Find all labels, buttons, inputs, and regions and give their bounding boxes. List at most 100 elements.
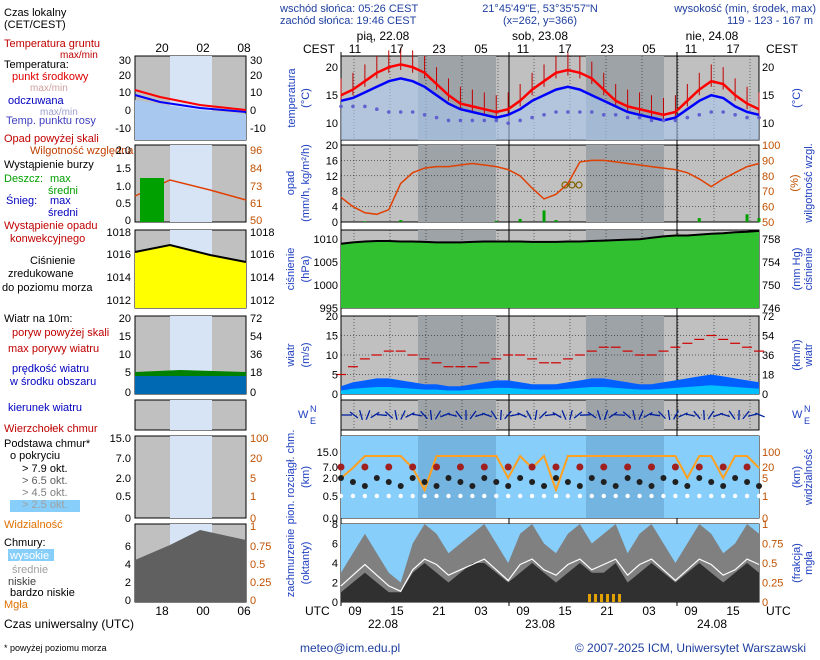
sky-bg — [341, 436, 759, 518]
legend-ytick-right: 1 — [250, 491, 256, 503]
pressure-axis-label-right: ciśnienie — [803, 248, 815, 291]
cloud-base-dot — [481, 475, 488, 481]
utc-hour: 09 — [516, 604, 530, 618]
cloud-base-dot — [612, 483, 619, 489]
wind-dir-arrow — [490, 410, 498, 420]
legend-okt: > 4.5 okt. — [22, 487, 68, 499]
precip-bar — [399, 220, 403, 222]
ytick-right: 18 — [762, 370, 774, 382]
ytick-right: 0.5 — [762, 558, 777, 570]
footer-email: meteo@icm.edu.pl — [300, 641, 400, 655]
local-hour: 05 — [642, 42, 656, 56]
legend-ytick-right: 1014 — [250, 272, 274, 284]
ytick-right: 754 — [762, 257, 780, 269]
ytick: 15.0 — [317, 447, 338, 459]
legend-cloud-base-1: Podstawa chmur* — [4, 438, 91, 450]
cloud-base-dot — [720, 483, 727, 489]
legend-fog: Mgła — [4, 599, 29, 611]
dew-point-dot — [745, 115, 749, 120]
wind-dir-arrow — [614, 414, 626, 416]
wind-dir-arrow — [638, 410, 644, 420]
dew-point-dot — [757, 115, 761, 120]
legend-cl-mid: średnie — [12, 564, 48, 576]
cloud-base-light-dot — [350, 493, 356, 499]
fog-bar — [600, 594, 603, 602]
ytick: 10 — [326, 350, 338, 362]
legend-ytick-right: 1 — [250, 521, 256, 533]
wind-dir-arrow — [517, 412, 527, 418]
precip-bar — [363, 221, 367, 222]
cloud-base-light-dot — [709, 493, 714, 499]
cloud-base-light-dot — [601, 493, 606, 499]
wind-axis-label-right: wiatr — [803, 343, 815, 368]
precip-bar — [518, 218, 522, 222]
precip-bar — [494, 220, 498, 222]
sunset-text: zachód słońca: 19:46 CEST — [280, 15, 417, 27]
dew-point-dot — [482, 118, 487, 123]
ytick: 1000 — [314, 280, 338, 292]
vis-axis-unit: (km) — [791, 466, 803, 488]
legend-cl-low: niskie — [8, 576, 36, 588]
temp-axis-unit: (°C) — [300, 88, 312, 108]
legend-temp-area — [135, 100, 246, 140]
dew-point-dot — [542, 113, 546, 117]
legend-ytick-right: 72 — [250, 313, 262, 325]
cloud-base-light-dot — [649, 493, 654, 499]
legend-pressure-1: Ciśnienie — [30, 255, 75, 267]
cloud-axis-label: pion. rozciągł. chm. — [285, 430, 297, 525]
dew-point-dot — [709, 110, 714, 114]
wind-dir-arrow — [622, 411, 632, 419]
cloud-base-light-dot — [577, 493, 583, 499]
legend-ytick: 20 — [119, 313, 131, 325]
wind-axis-label: wiatr — [285, 343, 297, 368]
local-hour: 11 — [685, 42, 698, 56]
legend-hour: 02 — [196, 41, 210, 55]
dew-point-dot — [613, 113, 618, 117]
wind-dir-arrow — [500, 409, 502, 421]
legend-cl-vlow: bardzo niskie — [10, 587, 75, 599]
cloud-low-area — [341, 563, 759, 602]
local-hour: 17 — [726, 42, 740, 56]
legend-conv-2: konwekcyjnego — [10, 233, 85, 245]
ytick-right: 0 — [762, 389, 768, 401]
cloud-base-dot — [708, 479, 715, 485]
utc-hour: 21 — [600, 604, 614, 618]
pressure-axis-unit-right: (mm Hg) — [791, 248, 803, 291]
cloud-high-line — [340, 558, 760, 593]
cloud-base-light-dot — [589, 493, 594, 499]
legend-ytick-right: 1012 — [250, 295, 274, 307]
legend-ytick: 0 — [125, 215, 131, 227]
ytick-right: 20 — [762, 62, 774, 74]
utc-label-left: UTC — [305, 604, 330, 618]
wind-dir-arrow — [742, 410, 750, 420]
cloud-top-dot — [600, 463, 608, 471]
cloud-base-light-dot — [517, 493, 523, 499]
legend-ytick-right: 100 — [250, 433, 268, 445]
ytick-right: 10 — [762, 118, 774, 130]
legend-snow-max: max — [50, 195, 71, 207]
fog-axis-label: mgła — [803, 550, 815, 575]
storm-marker — [568, 181, 576, 189]
cloud-top-dot — [576, 463, 584, 471]
wind-dir-arrow — [358, 410, 364, 420]
vis-axis-label: widzialność — [803, 448, 815, 506]
precip-bar — [554, 220, 558, 222]
legend-gust-max: max porywy wiatru — [8, 343, 99, 355]
legend-ytick-right: 0 — [250, 387, 256, 399]
legend-ytick-right: 30 — [250, 55, 262, 67]
dew-point-dot — [494, 118, 499, 123]
ytick-right: 20 — [762, 462, 774, 474]
legend-local-tz: (CET/CEST) — [4, 19, 66, 31]
ytick: 4 — [332, 558, 338, 570]
wind-dir-arrow — [411, 413, 423, 417]
cloud-base-dot — [552, 475, 559, 481]
utc-hour: 15 — [390, 604, 404, 618]
fog-axis-unit: (frakcja) — [791, 543, 803, 583]
legend-wind-speed-1: prędkość wiatru — [12, 363, 89, 375]
precip-bar — [745, 214, 749, 222]
dew-point-dot — [363, 104, 367, 109]
wind-dir-arrow — [538, 411, 548, 419]
cloud-base-dot — [397, 483, 404, 489]
legend-ytick-right: 1016 — [250, 249, 274, 261]
wind-dir-arrow — [643, 412, 653, 418]
